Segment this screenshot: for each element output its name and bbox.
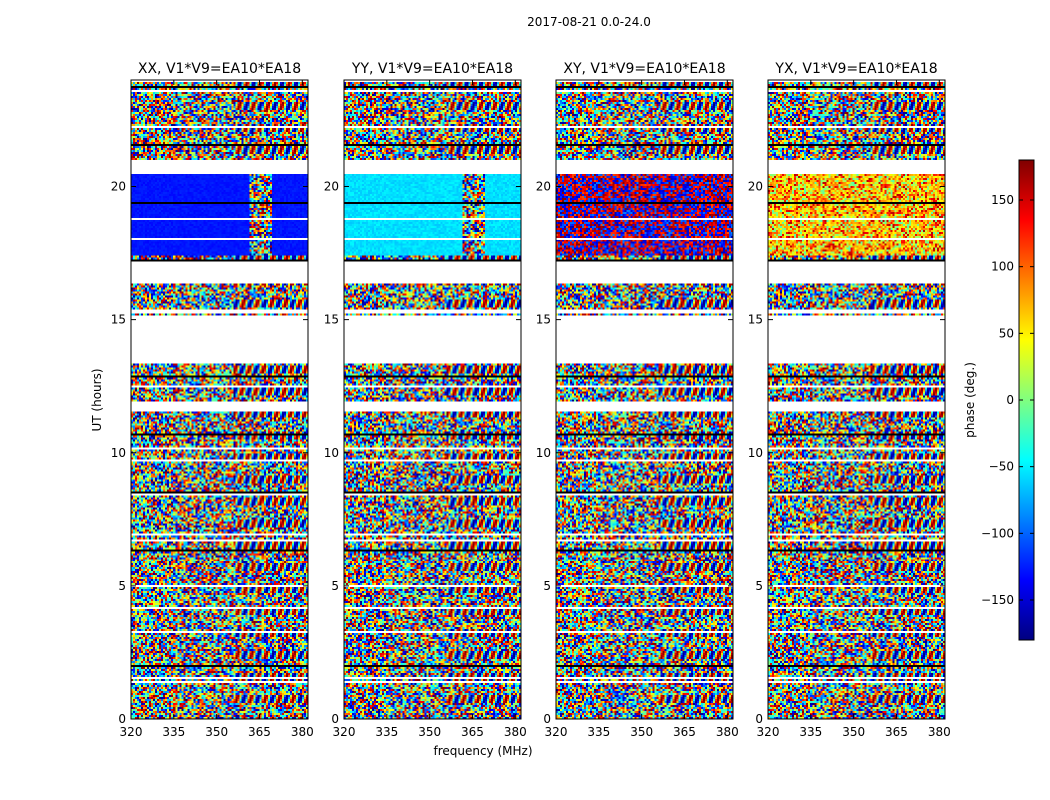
colorbar-tick-label: 150 bbox=[991, 193, 1014, 207]
y-tick-label: 20 bbox=[536, 180, 551, 194]
colorbar: −150 −100 −50 0 50 100 150 bbox=[981, 159, 1035, 641]
x-tick-label: 365 bbox=[248, 725, 271, 739]
y-tick-label: 0 bbox=[543, 712, 551, 726]
panels: XX, V1*V9=EA10*EA18 320 335 350 365 380 0 5 10 15… bbox=[111, 61, 951, 739]
y-tick-label: 10 bbox=[111, 446, 126, 460]
colorbar-tick-label: 0 bbox=[1006, 393, 1014, 407]
panel-xx: XX, V1*V9=EA10*EA18 320 335 350 365 380 0 5 10 15… bbox=[111, 61, 314, 739]
y-tick-label: 10 bbox=[536, 446, 551, 460]
colorbar-tick-label: −50 bbox=[989, 460, 1014, 474]
y-tick-label: 15 bbox=[748, 313, 763, 327]
panel-frame bbox=[343, 79, 522, 720]
y-tick-label: 20 bbox=[111, 180, 126, 194]
panel-title: XY, V1*V9=EA10*EA18 bbox=[563, 61, 725, 77]
x-tick-label: 320 bbox=[333, 725, 356, 739]
y-tick-label: 5 bbox=[331, 579, 339, 593]
x-tick-label: 365 bbox=[885, 725, 908, 739]
x-tick-label: 335 bbox=[799, 725, 822, 739]
x-tick-label: 380 bbox=[504, 725, 527, 739]
panel-title: YX, V1*V9=EA10*EA18 bbox=[774, 61, 937, 77]
y-tick-label: 10 bbox=[748, 446, 763, 460]
y-tick-label: 10 bbox=[324, 446, 339, 460]
y-tick-label: 15 bbox=[111, 313, 126, 327]
phase-heatmap-yy bbox=[344, 80, 521, 719]
panel-xy: XY, V1*V9=EA10*EA18 320 335 350 365 380 0 5 10 15… bbox=[536, 61, 739, 739]
colorbar-label: phase (deg.) bbox=[963, 362, 977, 438]
panel-frame bbox=[767, 79, 946, 720]
y-tick-label: 15 bbox=[536, 313, 551, 327]
x-tick-label: 350 bbox=[418, 725, 441, 739]
x-tick-label: 335 bbox=[375, 725, 398, 739]
y-tick-label: 20 bbox=[748, 180, 763, 194]
figure-title: 2017-08-21 0.0-24.0 bbox=[527, 15, 651, 29]
x-tick-label: 320 bbox=[545, 725, 568, 739]
phase-heatmap-xy bbox=[556, 80, 733, 719]
x-tick-label: 350 bbox=[842, 725, 865, 739]
panel-frame bbox=[555, 79, 734, 720]
colorbar-tick-label: −100 bbox=[981, 526, 1014, 540]
x-tick-label: 350 bbox=[205, 725, 228, 739]
x-tick-label: 320 bbox=[757, 725, 780, 739]
x-tick-label: 365 bbox=[461, 725, 484, 739]
x-tick-label: 335 bbox=[162, 725, 185, 739]
y-tick-label: 15 bbox=[324, 313, 339, 327]
panel-frame bbox=[130, 79, 309, 720]
y-tick-label: 0 bbox=[331, 712, 339, 726]
x-tick-label: 335 bbox=[587, 725, 610, 739]
panel-yy: YY, V1*V9=EA10*EA18 320 335 350 365 380 0 5 10 15… bbox=[324, 61, 527, 739]
x-tick-label: 380 bbox=[716, 725, 739, 739]
y-tick-label: 5 bbox=[543, 579, 551, 593]
x-tick-label: 350 bbox=[630, 725, 653, 739]
panel-title: XX, V1*V9=EA10*EA18 bbox=[138, 61, 301, 77]
x-tick-label: 320 bbox=[120, 725, 143, 739]
panel-yx: YX, V1*V9=EA10*EA18 320 335 350 365 380 0 5 10 15… bbox=[748, 61, 951, 739]
x-tick-label: 365 bbox=[673, 725, 696, 739]
y-tick-label: 5 bbox=[755, 579, 763, 593]
panel-title: YY, V1*V9=EA10*EA18 bbox=[351, 61, 513, 77]
colorbar-tick-label: −150 bbox=[981, 593, 1014, 607]
y-tick-label: 0 bbox=[118, 712, 126, 726]
colorbar-tick-label: 100 bbox=[991, 260, 1014, 274]
colorbar-tick-label: 50 bbox=[999, 326, 1014, 340]
y-axis-label: UT (hours) bbox=[90, 368, 104, 431]
phase-heatmap-yx bbox=[768, 80, 945, 719]
y-tick-label: 20 bbox=[324, 180, 339, 194]
phase-heatmap-xx bbox=[131, 80, 308, 719]
x-tick-label: 380 bbox=[291, 725, 314, 739]
y-tick-label: 0 bbox=[755, 712, 763, 726]
y-tick-label: 5 bbox=[118, 579, 126, 593]
x-axis-label: frequency (MHz) bbox=[433, 744, 532, 758]
x-tick-label: 380 bbox=[928, 725, 951, 739]
